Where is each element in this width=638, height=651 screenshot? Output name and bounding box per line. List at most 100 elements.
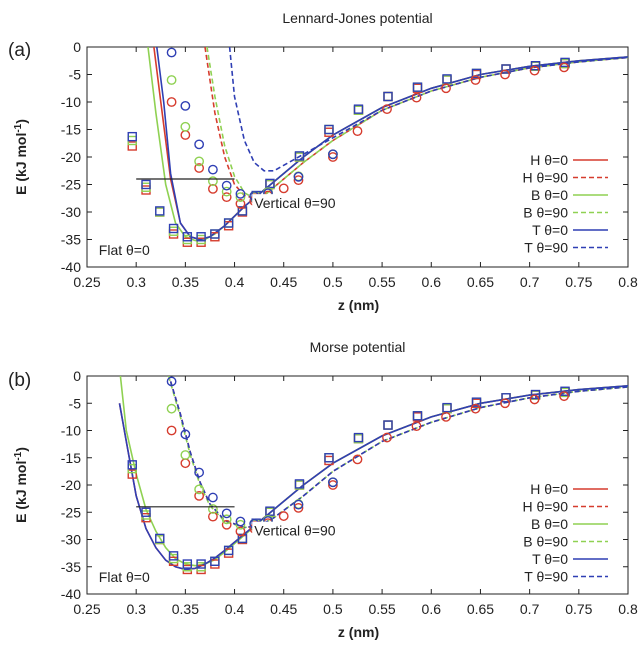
- y-tick-label: -15: [61, 122, 81, 138]
- data-point-square: [442, 402, 452, 413]
- y-tick-label: -25: [61, 504, 81, 520]
- y-tick-label: -10: [61, 423, 81, 439]
- data-point-circle: [382, 432, 392, 443]
- data-point-square: [168, 223, 179, 234]
- data-point-circle: [208, 176, 218, 187]
- x-tick-label: 0.8: [618, 601, 638, 617]
- x-tick-label: 0.5: [323, 274, 343, 290]
- data-point-circle: [470, 403, 481, 414]
- data-point-square: [560, 386, 570, 396]
- data-point-square: [530, 61, 541, 71]
- x-axis-label: z (nm): [338, 297, 379, 313]
- legend-label: H θ=90: [522, 170, 568, 186]
- legend-bg: [470, 150, 620, 259]
- x-tick-label: 0.55: [368, 601, 395, 617]
- data-point-circle: [235, 519, 246, 530]
- x-axis-label: z (nm): [338, 624, 379, 640]
- data-point-square: [141, 507, 151, 517]
- data-point-square: [353, 432, 364, 443]
- series-line: [228, 47, 628, 172]
- data-point-square: [383, 91, 393, 102]
- annotation: Flat θ=0: [99, 569, 150, 585]
- data-point-circle: [180, 450, 191, 460]
- chart-title: Morse potential: [310, 339, 406, 355]
- panel-a: Lennard-Jones potential (a) 0 -5 -10 -15 -20 -2…: [8, 10, 638, 313]
- data-point-circle: [194, 467, 205, 478]
- data-point-circle: [235, 198, 246, 209]
- x-tick-label: 0.25: [73, 274, 100, 290]
- data-point-circle: [411, 421, 422, 432]
- data-point-circle: [235, 526, 246, 537]
- legend-label: T θ=90: [524, 240, 568, 256]
- data-point-circle: [221, 186, 232, 197]
- data-point-square: [210, 556, 220, 566]
- data-point-square: [182, 232, 193, 242]
- data-point-circle: [194, 139, 205, 150]
- data-point-circle: [180, 121, 191, 132]
- y-tick-label: -40: [61, 259, 81, 275]
- data-point-square: [383, 91, 393, 102]
- x-tick-label: 0.4: [225, 274, 245, 290]
- x-tick-label: 0.65: [467, 601, 494, 617]
- data-point-square: [412, 82, 423, 92]
- x-tick-label: 0.7: [520, 274, 540, 290]
- data-point-circle: [500, 69, 510, 80]
- data-point-circle: [194, 484, 205, 495]
- y-tick-label: -20: [61, 477, 81, 493]
- data-point-square: [127, 131, 137, 142]
- annotation-bg: [96, 240, 152, 259]
- x-tick-label: 0.65: [467, 274, 494, 290]
- data-point-square: [223, 545, 234, 556]
- annotation-bg: [252, 194, 338, 213]
- data-point-square: [530, 389, 541, 400]
- annotation: Vertical θ=90: [254, 523, 336, 539]
- x-tick-label: 0.35: [172, 601, 199, 617]
- data-point-circle: [235, 192, 246, 203]
- data-point-circle: [293, 171, 304, 182]
- legend-label: T θ=0: [532, 551, 568, 567]
- data-point-square: [294, 151, 305, 161]
- data-point-square: [294, 479, 305, 489]
- data-point-circle: [208, 511, 218, 522]
- y-axis-label: E (kJ mol-1): [13, 119, 30, 195]
- data-point-square: [141, 185, 151, 195]
- data-point-circle: [293, 499, 304, 510]
- x-tick-label: 0.3: [126, 601, 146, 617]
- data-point-square: [141, 182, 151, 192]
- x-tick-label: 0.35: [172, 274, 199, 290]
- annotation: Vertical θ=90: [254, 195, 336, 211]
- panel-label: (a): [8, 40, 31, 61]
- data-point-square: [127, 460, 137, 470]
- data-point-circle: [529, 65, 540, 76]
- data-point-square: [383, 420, 393, 430]
- series-line: [206, 47, 628, 200]
- x-tick-label: 0.5: [323, 601, 343, 617]
- data-point-circle: [180, 458, 191, 469]
- x-tick-label: 0.75: [565, 274, 592, 290]
- panel-b: Morse potential (b) 0 -5 -10 -15 -20 -25 -30 -35 -…: [8, 339, 638, 640]
- data-point-square: [196, 232, 206, 242]
- data-point-circle: [221, 519, 232, 530]
- data-point-circle: [166, 47, 177, 58]
- data-point-circle: [166, 97, 177, 107]
- data-point-square: [168, 229, 179, 239]
- data-point-square: [182, 559, 193, 569]
- data-point-square: [155, 206, 165, 216]
- data-point-circle: [382, 104, 392, 115]
- data-point-circle: [235, 188, 246, 199]
- data-point-circle: [529, 394, 540, 405]
- data-point-circle: [278, 511, 289, 521]
- data-point-square: [471, 68, 482, 79]
- x-tick-label: 0.75: [565, 601, 592, 617]
- data-point-circle: [208, 492, 218, 503]
- data-point-square: [141, 179, 151, 190]
- data-point-square: [127, 469, 137, 479]
- data-point-circle: [221, 514, 232, 525]
- x-tick-label: 0.6: [422, 601, 442, 617]
- data-point-circle: [166, 425, 177, 436]
- data-point-square: [501, 64, 511, 74]
- data-point-circle: [166, 376, 177, 387]
- x-tick-label: 0.3: [126, 274, 146, 290]
- x-tick-label: 0.4: [225, 601, 245, 617]
- y-tick-label: -5: [69, 67, 82, 83]
